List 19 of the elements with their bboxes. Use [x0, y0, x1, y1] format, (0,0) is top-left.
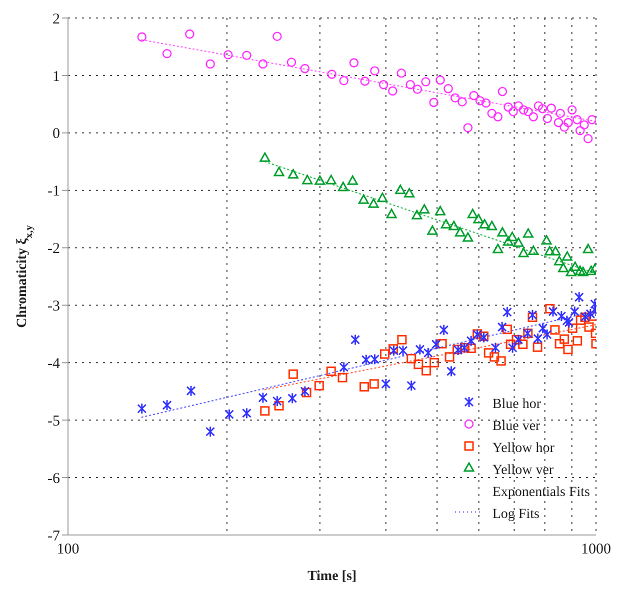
y-tick-label: -1 [48, 184, 60, 200]
legend-label: Blue ver [492, 418, 540, 436]
legend-label: Blue hor [492, 396, 541, 414]
annotation: Exponentials Fits [492, 484, 590, 502]
x-tick-label: 1000 [581, 542, 611, 558]
y-tick-label: -5 [48, 413, 60, 430]
y-tick-label: -2 [48, 241, 60, 258]
y-tick-label: -4 [48, 356, 60, 372]
y-tick-label: -7 [48, 528, 60, 544]
legend-label: Yellow ver [492, 462, 554, 480]
x-axis-title: Time [s] [307, 569, 357, 584]
legend-label: Yellow hor [492, 440, 554, 458]
legend-label: Log Fits [492, 506, 540, 524]
y-tick-label: 2 [52, 11, 60, 28]
y-tick-label: 1 [52, 68, 60, 85]
y-tick-label: -3 [48, 298, 60, 315]
y-tick-label: -6 [48, 470, 60, 487]
x-tick-label: 100 [56, 542, 80, 558]
y-tick-label: 0 [52, 126, 60, 142]
